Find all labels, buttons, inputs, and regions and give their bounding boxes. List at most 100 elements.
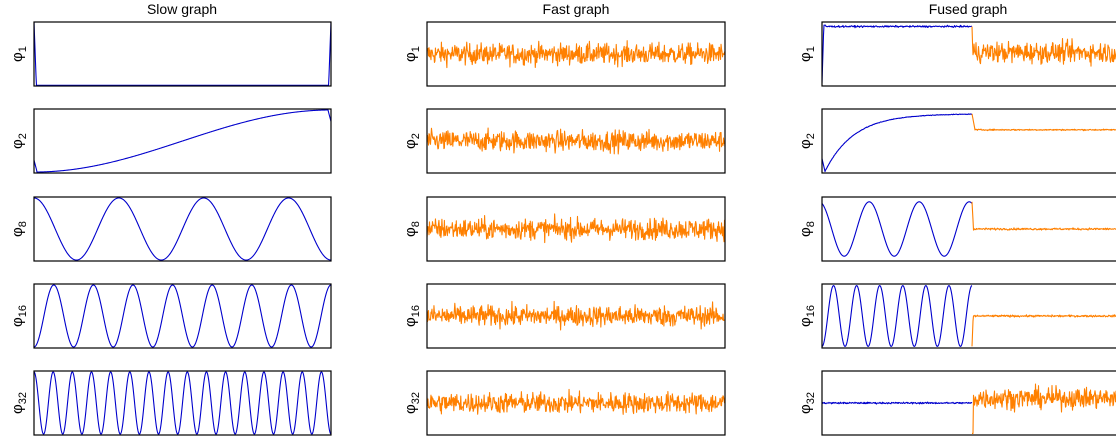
row-label-symbol: φ (402, 139, 419, 149)
row-label-phi1: φ1 (9, 46, 29, 62)
axes-frame (426, 283, 726, 349)
row-label-subscript: 32 (17, 392, 29, 404)
row-label-subscript: 2 (410, 133, 422, 139)
panel-fast-phi2: φ2 (402, 108, 726, 174)
series-line-fast-phi1-0 (427, 40, 725, 69)
row-label-phi1: φ1 (402, 46, 422, 62)
row-label-symbol: φ (9, 139, 26, 149)
row-label-subscript: 16 (17, 305, 29, 317)
row-label-symbol: φ (797, 317, 814, 327)
panel-fast-phi32: φ32 (402, 370, 726, 436)
panel-fused-phi16: φ16 (797, 283, 1116, 349)
row-label-subscript: 8 (805, 221, 817, 227)
series-line-fused-phi2-1 (971, 113, 1116, 132)
row-label-symbol: φ (402, 52, 419, 62)
column-title-fused: Fused graph (929, 1, 1008, 17)
panel-slow-phi32: φ32 (9, 370, 332, 436)
row-label-subscript: 32 (805, 392, 817, 404)
row-label-subscript: 16 (805, 305, 817, 317)
row-label-symbol: φ (402, 317, 419, 327)
axes-frame (821, 283, 1116, 349)
series-line-slow-phi8-0 (34, 197, 331, 261)
row-label-phi8: φ8 (402, 221, 422, 237)
row-label-symbol: φ (9, 404, 26, 414)
row-label-subscript: 16 (410, 305, 422, 317)
column-title-fast: Fast graph (543, 1, 610, 17)
axes-frame (33, 196, 332, 262)
axes-frame (426, 21, 726, 87)
row-label-phi2: φ2 (797, 133, 817, 149)
panel-fused-phi32: φ32 (797, 370, 1116, 436)
series-line-fast-phi32-0 (427, 388, 725, 415)
axes-frame (426, 108, 726, 174)
panel-slow-phi2: φ2 (9, 108, 332, 174)
axes-frame (821, 21, 1116, 87)
row-label-symbol: φ (9, 227, 26, 237)
row-label-symbol: φ (797, 52, 814, 62)
panel-slow-phi16: φ16 (9, 283, 332, 349)
series-line-slow-phi2-0 (34, 109, 331, 173)
axes-frame (821, 196, 1116, 262)
row-label-phi32: φ32 (797, 392, 817, 414)
row-label-phi1: φ1 (797, 46, 817, 62)
row-label-symbol: φ (797, 139, 814, 149)
panel-fast-phi16: φ16 (402, 283, 726, 349)
axes-frame (821, 108, 1116, 174)
row-label-subscript: 2 (17, 133, 29, 139)
row-label-symbol: φ (9, 317, 26, 327)
series-line-fused-phi2-0 (822, 113, 973, 173)
row-label-subscript: 2 (805, 133, 817, 139)
series-line-slow-phi32-0 (34, 371, 331, 435)
axes-frame (33, 108, 332, 174)
row-label-subscript: 8 (17, 221, 29, 227)
series-line-fast-phi16-0 (427, 300, 725, 331)
axes-frame (33, 21, 332, 87)
row-label-phi8: φ8 (9, 221, 29, 237)
row-label-subscript: 1 (805, 46, 817, 52)
series-line-fused-phi16-0 (822, 285, 973, 347)
panel-fused-phi2: φ2 (797, 108, 1116, 174)
panel-fast-phi8: φ8 (402, 196, 726, 262)
row-label-subscript: 32 (410, 392, 422, 404)
series-line-fast-phi2-0 (427, 127, 725, 155)
series-line-slow-phi16-0 (34, 284, 331, 348)
row-label-symbol: φ (9, 52, 26, 62)
panel-fused-phi8: φ8 (797, 196, 1116, 262)
row-label-phi2: φ2 (402, 133, 422, 149)
row-label-subscript: 8 (410, 221, 422, 227)
row-label-symbol: φ (402, 404, 419, 414)
row-label-subscript: 1 (17, 46, 29, 52)
row-label-phi32: φ32 (9, 392, 29, 414)
panel-slow-phi8: φ8 (9, 196, 332, 262)
series-line-fused-phi8-1 (971, 201, 1116, 231)
panel-fused-phi1: φ1 (797, 21, 1116, 87)
series-line-fused-phi8-0 (822, 201, 973, 257)
row-label-symbol: φ (402, 227, 419, 237)
series-line-fast-phi8-0 (427, 213, 725, 244)
axes-frame (33, 283, 332, 349)
row-label-symbol: φ (797, 227, 814, 237)
series-line-fused-phi32-0 (822, 401, 973, 405)
series-line-fused-phi1-1 (971, 26, 1116, 67)
panel-slow-phi1: φ1 (9, 21, 332, 87)
series-line-slow-phi1-0 (34, 22, 331, 86)
row-label-phi16: φ16 (9, 305, 29, 327)
row-label-subscript: 1 (410, 46, 422, 52)
row-label-phi16: φ16 (797, 305, 817, 327)
column-title-slow: Slow graph (147, 1, 217, 17)
panel-fast-phi1: φ1 (402, 21, 726, 87)
series-line-fused-phi16-1 (971, 314, 1116, 347)
series-line-fused-phi32-1 (971, 383, 1116, 434)
axes-frame (33, 370, 332, 436)
row-label-phi16: φ16 (402, 305, 422, 327)
row-label-phi2: φ2 (9, 133, 29, 149)
row-label-phi8: φ8 (797, 221, 817, 237)
axes-frame (426, 370, 726, 436)
axes-frame (426, 196, 726, 262)
series-line-fused-phi1-0 (822, 24, 973, 83)
row-label-phi32: φ32 (402, 392, 422, 414)
row-label-symbol: φ (797, 404, 814, 414)
axes-frame (821, 370, 1116, 436)
